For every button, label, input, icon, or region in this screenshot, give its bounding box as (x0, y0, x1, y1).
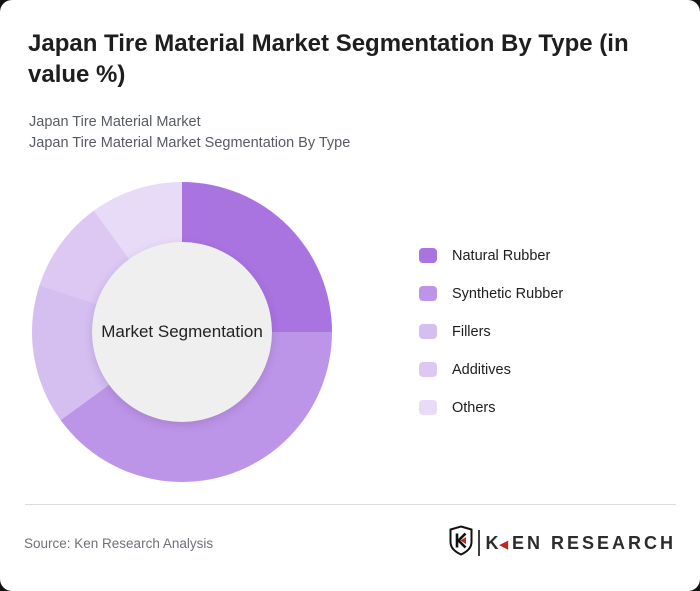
legend-label: Natural Rubber (452, 247, 551, 264)
legend-label: Additives (452, 361, 511, 378)
page-title: Japan Tire Material Market Segmentation … (28, 30, 629, 88)
legend-item[interactable]: Synthetic Rubber (419, 285, 564, 302)
legend-label: Others (452, 399, 496, 416)
logo-letter-k: K (485, 532, 502, 553)
legend-swatch (419, 286, 437, 301)
legend-swatch (419, 362, 437, 377)
legend-label: Fillers (452, 323, 491, 340)
subtitle-line-1: Japan Tire Material Market (29, 114, 201, 130)
footer-divider (25, 504, 676, 505)
logo-wordmark: K◀EN RESEARCH (486, 533, 677, 554)
ken-research-logo[interactable]: K◀EN RESEARCH (449, 525, 677, 561)
chart-subtitles: Japan Tire Material Market Japan Tire Ma… (29, 112, 350, 154)
legend-item[interactable]: Others (419, 399, 563, 416)
donut-hole: Market Segmentation (92, 242, 272, 422)
donut-center-label: Market Segmentation (101, 322, 263, 341)
logo-rest: EN RESEARCH (511, 532, 676, 553)
chart-legend: Natural Rubber Synthetic Rubber Fillers Add… (419, 248, 563, 438)
legend-label: Synthetic Rubber (452, 285, 564, 302)
donut-chart-area: Market Segmentation (32, 182, 332, 482)
legend-swatch (419, 324, 437, 339)
source-text: Source: Ken Research Analysis (24, 536, 214, 551)
legend-item[interactable]: Natural Rubber (419, 247, 563, 264)
ken-research-shield-k-icon (449, 525, 473, 561)
legend-item[interactable]: Additives (419, 361, 563, 378)
legend-item[interactable]: Fillers (419, 323, 563, 340)
legend-swatch (419, 400, 437, 415)
red-triangle-icon: ◀ (499, 538, 511, 551)
legend-swatch (419, 248, 437, 263)
logo-divider-bar (477, 530, 480, 556)
subtitle-line-2: Japan Tire Material Market Segmentation … (29, 135, 351, 151)
